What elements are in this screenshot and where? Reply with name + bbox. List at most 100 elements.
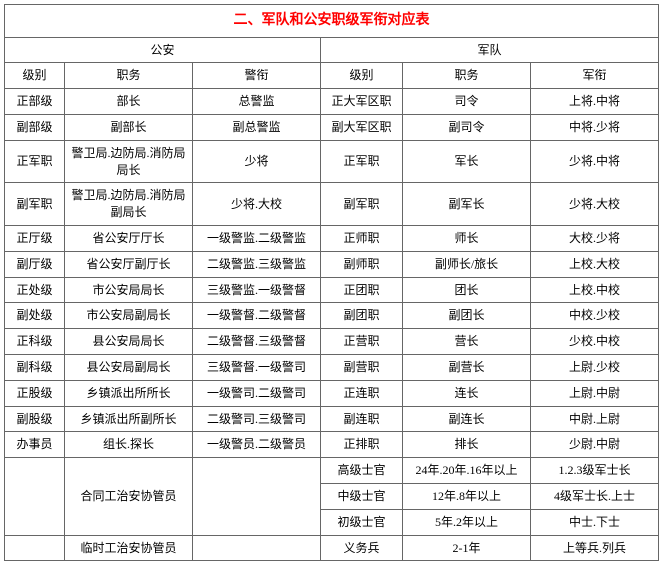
- cell-p_rank: 三级警督.一级警司: [193, 354, 321, 380]
- cell-m_duty: 副团长: [403, 303, 531, 329]
- nco-duty-2: 5年.2年以上: [403, 509, 531, 535]
- contract-empty-level: [5, 458, 65, 535]
- cell-p_rank: 一级警员.二级警员: [193, 432, 321, 458]
- military-group-header: 军队: [321, 37, 659, 63]
- col-military-duty: 职务: [403, 63, 531, 89]
- final-rank: 上等兵.列兵: [531, 535, 659, 561]
- cell-m_level: 副大军区职: [321, 114, 403, 140]
- cell-p_level: 副军职: [5, 183, 65, 226]
- cell-m_level: 正排职: [321, 432, 403, 458]
- contract-row-1: 合同工治安协管员 高级士官 24年.20年.16年以上 1.2.3级军士长: [5, 458, 659, 484]
- cell-p_rank: 副总警监: [193, 114, 321, 140]
- title-row: 二、军队和公安职级军衔对应表: [5, 5, 659, 38]
- contract-duty: 合同工治安协管员: [65, 458, 193, 535]
- cell-m_rank: 少校.中校: [531, 329, 659, 355]
- cell-p_level: 正股级: [5, 380, 65, 406]
- group-header-row: 公安 军队: [5, 37, 659, 63]
- cell-p_duty: 警卫局.边防局.消防局副局长: [65, 183, 193, 226]
- cell-m_duty: 副军长: [403, 183, 531, 226]
- nco-duty-1: 12年.8年以上: [403, 483, 531, 509]
- cell-m_level: 正师职: [321, 225, 403, 251]
- cell-p_level: 副厅级: [5, 251, 65, 277]
- cell-p_rank: 二级警督.三级警督: [193, 329, 321, 355]
- cell-p_duty: 省公安厅厅长: [65, 225, 193, 251]
- cell-p_rank: 少将: [193, 140, 321, 183]
- final-duty: 2-1年: [403, 535, 531, 561]
- cell-m_rank: 中校.少校: [531, 303, 659, 329]
- contract-empty-rank: [193, 458, 321, 535]
- temp-empty-level: [5, 535, 65, 561]
- table-title: 二、军队和公安职级军衔对应表: [5, 5, 659, 38]
- cell-m_rank: 上尉.中尉: [531, 380, 659, 406]
- nco-rank-2: 中士.下士: [531, 509, 659, 535]
- table-row: 正科级县公安局局长二级警督.三级警督正营职营长少校.中校: [5, 329, 659, 355]
- cell-p_rank: 一级警司.二级警司: [193, 380, 321, 406]
- cell-m_rank: 上校.中校: [531, 277, 659, 303]
- cell-m_level: 副营职: [321, 354, 403, 380]
- cell-m_level: 正团职: [321, 277, 403, 303]
- cell-m_rank: 上尉.少校: [531, 354, 659, 380]
- col-police-level: 级别: [5, 63, 65, 89]
- cell-m_duty: 排长: [403, 432, 531, 458]
- col-military-level: 级别: [321, 63, 403, 89]
- cell-m_level: 正连职: [321, 380, 403, 406]
- cell-p_rank: 二级警监.三级警监: [193, 251, 321, 277]
- cell-p_duty: 乡镇派出所所长: [65, 380, 193, 406]
- cell-p_level: 副科级: [5, 354, 65, 380]
- cell-p_rank: 一级警监.二级警监: [193, 225, 321, 251]
- cell-p_level: 副股级: [5, 406, 65, 432]
- col-military-rank: 军衔: [531, 63, 659, 89]
- nco-duty-0: 24年.20年.16年以上: [403, 458, 531, 484]
- nco-rank-1: 4级军士长.上士: [531, 483, 659, 509]
- cell-m_level: 正军职: [321, 140, 403, 183]
- cell-m_rank: 上将.中将: [531, 89, 659, 115]
- cell-m_duty: 师长: [403, 225, 531, 251]
- col-police-duty: 职务: [65, 63, 193, 89]
- temp-row: 临时工治安协管员 义务兵 2-1年 上等兵.列兵: [5, 535, 659, 561]
- cell-m_duty: 团长: [403, 277, 531, 303]
- cell-p_duty: 乡镇派出所副所长: [65, 406, 193, 432]
- cell-p_duty: 市公安局局长: [65, 277, 193, 303]
- cell-m_duty: 副营长: [403, 354, 531, 380]
- table-row: 副处级市公安局副局长一级警督.二级警督副团职副团长中校.少校: [5, 303, 659, 329]
- cell-p_level: 正厅级: [5, 225, 65, 251]
- table-row: 正厅级省公安厅厅长一级警监.二级警监正师职师长大校.少将: [5, 225, 659, 251]
- cell-p_level: 副部级: [5, 114, 65, 140]
- final-level: 义务兵: [321, 535, 403, 561]
- cell-p_rank: 少将.大校: [193, 183, 321, 226]
- cell-m_rank: 中尉.上尉: [531, 406, 659, 432]
- cell-m_duty: 营长: [403, 329, 531, 355]
- cell-p_level: 正处级: [5, 277, 65, 303]
- table-row: 副股级乡镇派出所副所长二级警司.三级警司副连职副连长中尉.上尉: [5, 406, 659, 432]
- cell-m_level: 副师职: [321, 251, 403, 277]
- cell-p_level: 正部级: [5, 89, 65, 115]
- cell-m_level: 副团职: [321, 303, 403, 329]
- cell-m_duty: 副连长: [403, 406, 531, 432]
- column-header-row: 级别 职务 警衔 级别 职务 军衔: [5, 63, 659, 89]
- cell-p_level: 副处级: [5, 303, 65, 329]
- cell-m_duty: 副司令: [403, 114, 531, 140]
- table-row: 正军职警卫局.边防局.消防局局长少将正军职军长少将.中将: [5, 140, 659, 183]
- table-row: 副军职警卫局.边防局.消防局副局长少将.大校副军职副军长少将.大校: [5, 183, 659, 226]
- temp-duty: 临时工治安协管员: [65, 535, 193, 561]
- nco-rank-0: 1.2.3级军士长: [531, 458, 659, 484]
- table-row: 正部级部长总警监正大军区职司令上将.中将: [5, 89, 659, 115]
- cell-p_rank: 三级警监.一级警督: [193, 277, 321, 303]
- table-row: 正股级乡镇派出所所长一级警司.二级警司正连职连长上尉.中尉: [5, 380, 659, 406]
- cell-p_rank: 一级警督.二级警督: [193, 303, 321, 329]
- cell-m_rank: 中将.少将: [531, 114, 659, 140]
- table-row: 副科级县公安局副局长三级警督.一级警司副营职副营长上尉.少校: [5, 354, 659, 380]
- col-police-rank: 警衔: [193, 63, 321, 89]
- cell-m_rank: 少尉.中尉: [531, 432, 659, 458]
- cell-m_duty: 副师长/旅长: [403, 251, 531, 277]
- cell-p_level: 正军职: [5, 140, 65, 183]
- nco-level-1: 中级士官: [321, 483, 403, 509]
- nco-level-0: 高级士官: [321, 458, 403, 484]
- cell-m_rank: 少将.大校: [531, 183, 659, 226]
- cell-m_rank: 大校.少将: [531, 225, 659, 251]
- cell-p_rank: 总警监: [193, 89, 321, 115]
- cell-m_duty: 司令: [403, 89, 531, 115]
- cell-p_duty: 副部长: [65, 114, 193, 140]
- cell-p_level: 正科级: [5, 329, 65, 355]
- temp-empty-rank: [193, 535, 321, 561]
